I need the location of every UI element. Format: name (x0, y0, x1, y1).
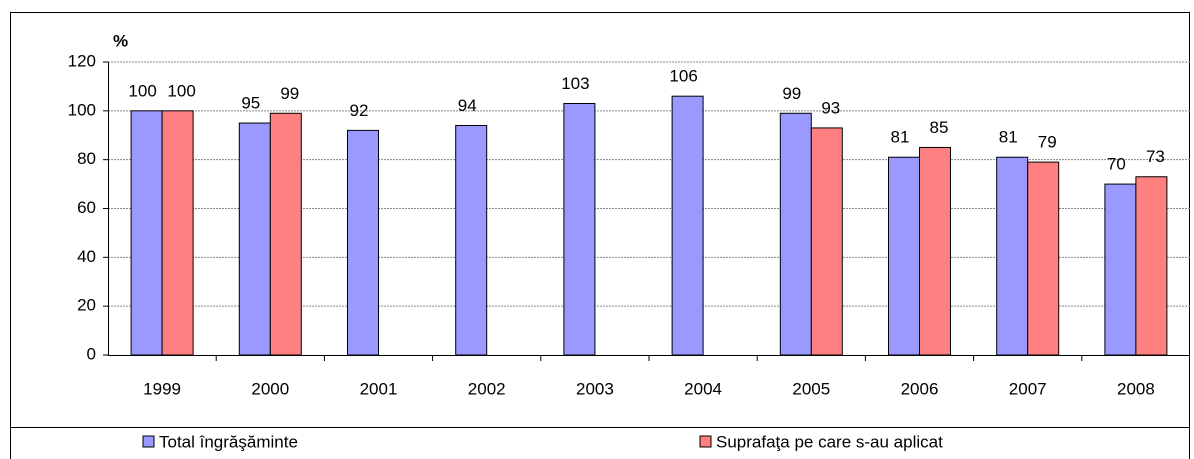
y-tick-label: 80 (77, 149, 96, 168)
value-label: 73 (1146, 147, 1165, 166)
x-tick-label: 2007 (1009, 379, 1047, 398)
value-label: 79 (1038, 133, 1057, 152)
value-label: 94 (458, 96, 477, 115)
bar (810, 127, 843, 356)
value-label: 70 (1107, 155, 1126, 174)
legend-label: Total îngrăşăminte (159, 432, 298, 451)
legend-swatch (699, 435, 712, 448)
y-tick-label: 120 (68, 51, 96, 70)
y-tick-label: 60 (77, 198, 96, 217)
bar (996, 156, 1029, 356)
y-tick-label: 100 (68, 100, 96, 119)
bar (779, 112, 812, 356)
x-tick-label: 2003 (576, 379, 614, 398)
x-tick-label: 2008 (1117, 379, 1155, 398)
value-label: 85 (930, 118, 949, 137)
bar (238, 122, 271, 356)
value-label: 99 (280, 84, 299, 103)
bar (1135, 176, 1168, 356)
value-label: 100 (167, 81, 195, 100)
x-tick-label: 1999 (143, 379, 181, 398)
chart-frame (10, 12, 1190, 459)
bar (671, 95, 704, 356)
value-label: 103 (561, 74, 589, 93)
bar (130, 110, 163, 356)
y-tick-label: 20 (77, 296, 96, 315)
x-tick-label: 2005 (792, 379, 830, 398)
x-tick-label: 2004 (684, 379, 722, 398)
value-label: 92 (350, 101, 369, 120)
value-label: 99 (782, 84, 801, 103)
bar (1104, 183, 1137, 356)
x-tick-label: 2001 (360, 379, 398, 398)
bar (347, 129, 379, 356)
value-label: 95 (241, 94, 260, 113)
bar (455, 124, 488, 356)
y-tick-label: 40 (77, 247, 96, 266)
bar (161, 110, 194, 356)
x-tick-label: 2000 (251, 379, 289, 398)
value-label: 93 (821, 98, 840, 117)
legend-swatch (142, 435, 155, 448)
value-label: 81 (999, 128, 1018, 147)
legend-label: Suprafaţa pe care s-au aplicat (716, 432, 943, 451)
y-tick-label: 0 (87, 344, 96, 363)
bar (1027, 161, 1060, 356)
bar (563, 103, 596, 356)
y-axis-label: % (113, 31, 128, 50)
x-tick-label: 2002 (468, 379, 506, 398)
value-label: 81 (891, 128, 910, 147)
bar (919, 146, 951, 356)
x-tick-label: 2006 (901, 379, 939, 398)
value-label: 106 (669, 67, 697, 86)
value-label: 100 (128, 81, 156, 100)
bar (269, 112, 302, 356)
bar (888, 156, 920, 356)
